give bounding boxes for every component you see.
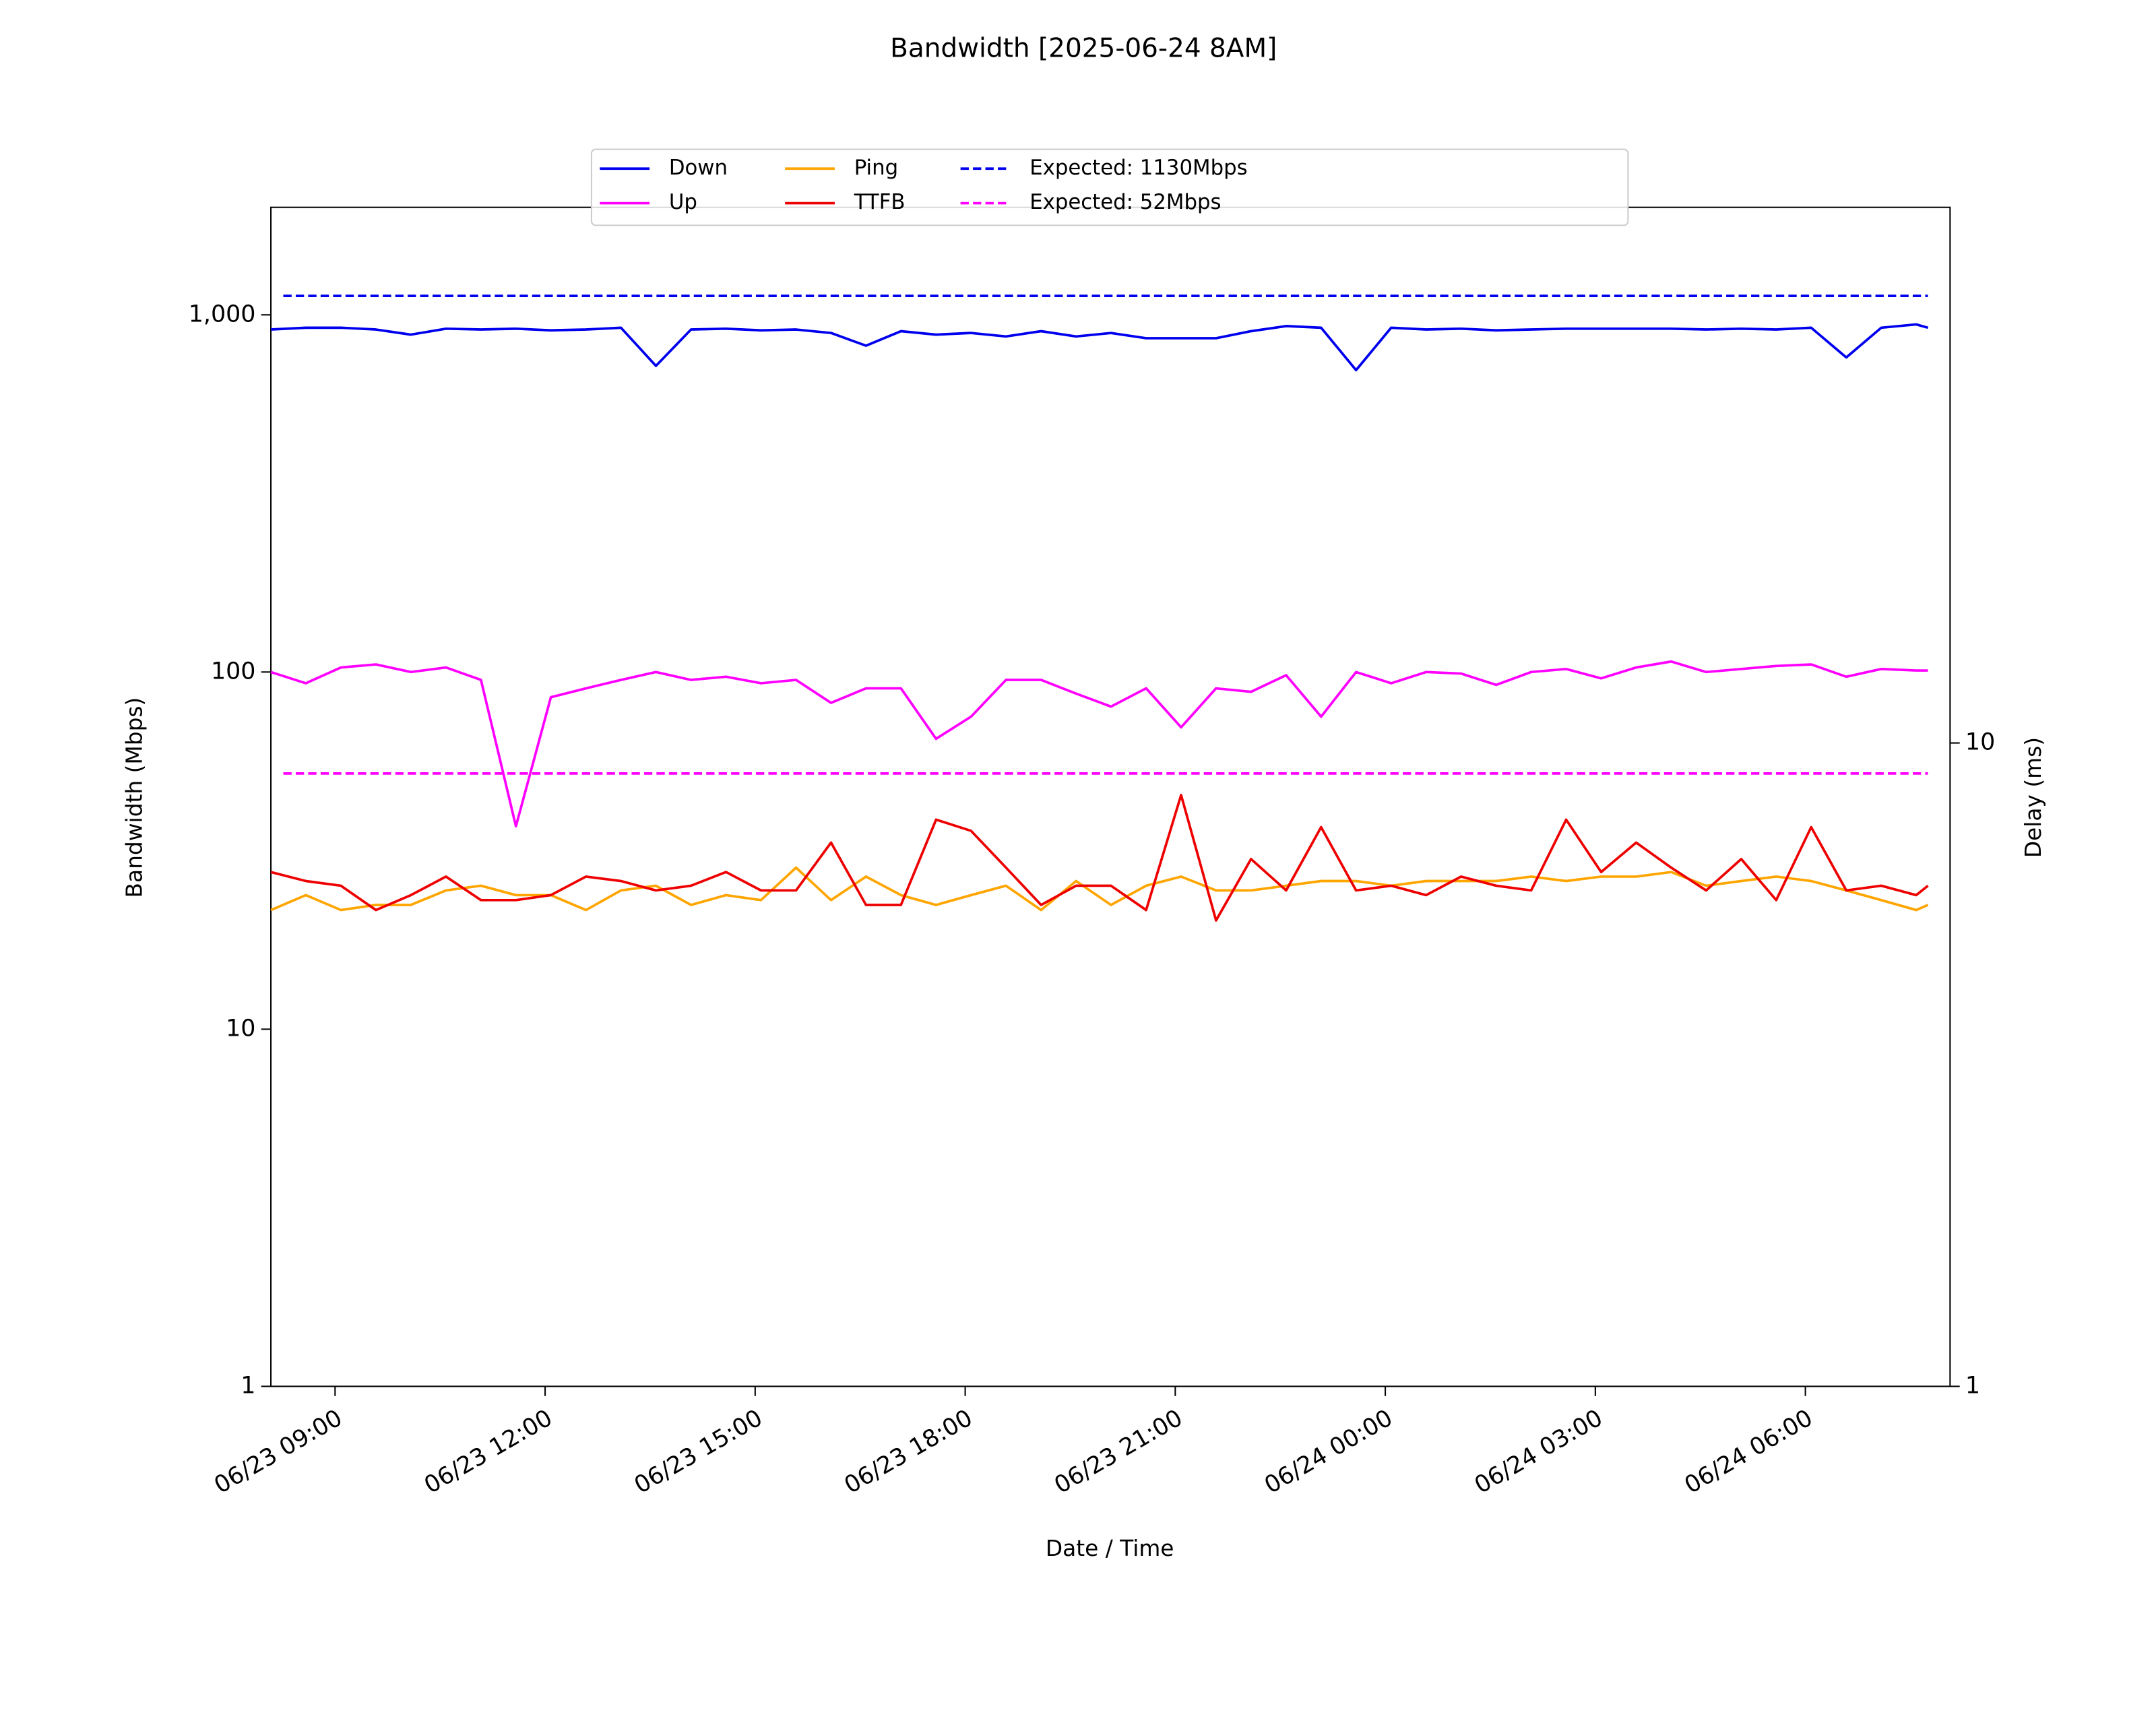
legend-label: TTFB (854, 190, 906, 214)
legend-label: Expected: 1130Mbps (1029, 156, 1247, 180)
y-tick-label: 1 (241, 1372, 255, 1399)
legend-label: Ping (854, 156, 898, 180)
legend-label: Expected: 52Mbps (1029, 190, 1221, 214)
y2-axis-label: Delay (ms) (2021, 737, 2046, 858)
y2-tick-label: 10 (1965, 729, 1995, 756)
legend-label: Down (669, 156, 728, 180)
y2-tick-label: 1 (1965, 1372, 1980, 1399)
series-line (270, 323, 1929, 372)
series-line (270, 794, 1929, 922)
legend-box (590, 148, 1629, 226)
chart-title: Bandwidth [2025-06-24 8AM] (890, 33, 1277, 63)
legend-label: Up (669, 190, 697, 214)
y-tick-label: 100 (211, 658, 256, 685)
y-axis-label: Bandwidth (Mbps) (122, 697, 148, 898)
x-axis-label: Date / Time (1046, 1536, 1174, 1561)
legend: Down Up Ping TTFB Expected: 1130Mbps Expected… (590, 148, 1629, 226)
y-tick-label: 10 (226, 1015, 255, 1042)
y-tick-label: 1,000 (189, 301, 256, 327)
series-line (270, 660, 1928, 828)
